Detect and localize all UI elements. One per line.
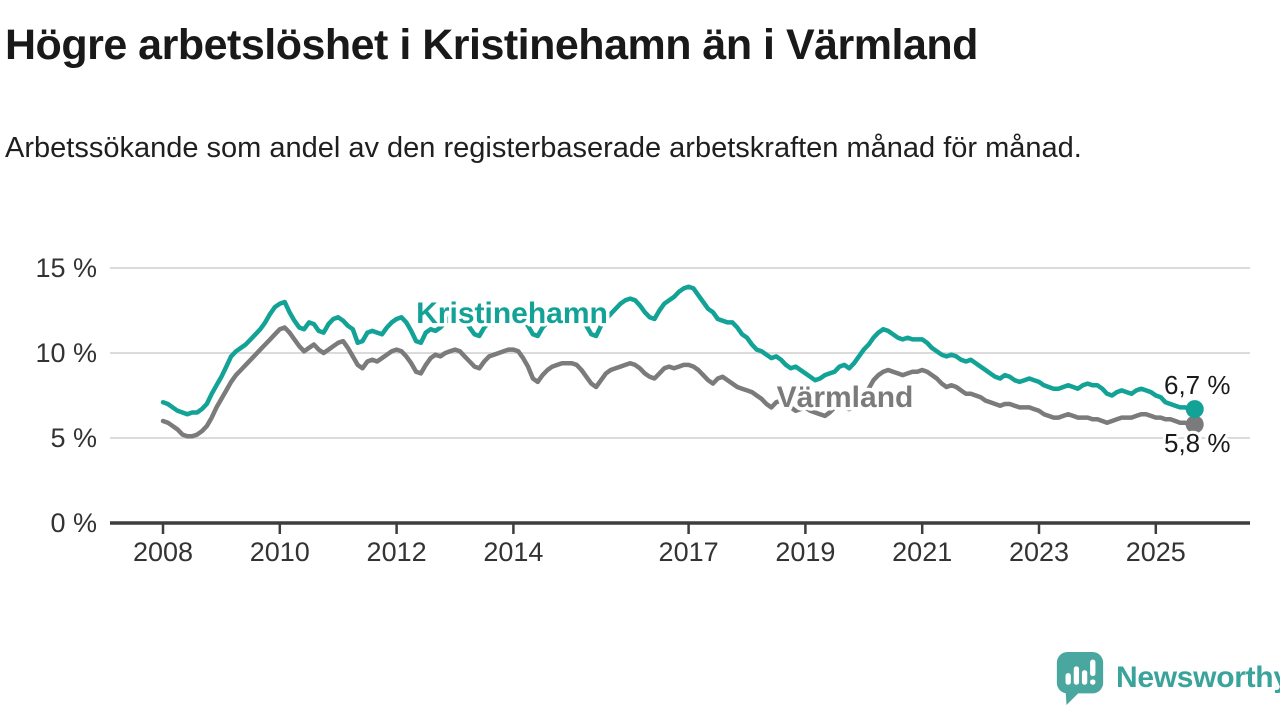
series-label-Kristinehamn: Kristinehamn: [416, 297, 608, 330]
line-Värmland: [160, 325, 1197, 439]
x-tick-label: 2023: [1009, 537, 1069, 567]
end-value-label-Värmland: 5,8 %: [1164, 428, 1231, 458]
x-tick-label: 2021: [892, 537, 952, 567]
end-dot-Kristinehamn: [1185, 400, 1204, 419]
newsworthy-wordmark: Newsworthy: [1116, 661, 1280, 694]
newsworthy-logo-icon: [1056, 651, 1104, 705]
y-tick-label: 5 %: [50, 423, 97, 453]
end-dot-Värmland: [1185, 415, 1204, 434]
x-tick-label: 2012: [367, 537, 427, 567]
x-tick-label: 2008: [133, 537, 193, 567]
y-tick-label: 10 %: [35, 338, 97, 368]
line-Kristinehamn: [160, 284, 1197, 417]
chart-subtitle: Arbetssökande som andel av den registerb…: [5, 132, 1082, 164]
x-tick-label: 2014: [483, 537, 543, 567]
newsworthy-logo: Newsworthy: [1053, 648, 1280, 708]
end-value-label-Kristinehamn: 6,7 %: [1164, 370, 1231, 400]
x-tick-label: 2019: [775, 537, 835, 567]
series-label-Värmland: Värmland: [777, 381, 914, 414]
y-tick-label: 0 %: [50, 508, 97, 538]
y-tick-label: 15 %: [35, 253, 97, 283]
x-tick-label: 2017: [659, 537, 719, 567]
x-tick-label: 2025: [1126, 537, 1186, 567]
page-title: Högre arbetslöshet i Kristinehamn än i V…: [5, 21, 978, 69]
x-tick-label: 2010: [250, 537, 310, 567]
